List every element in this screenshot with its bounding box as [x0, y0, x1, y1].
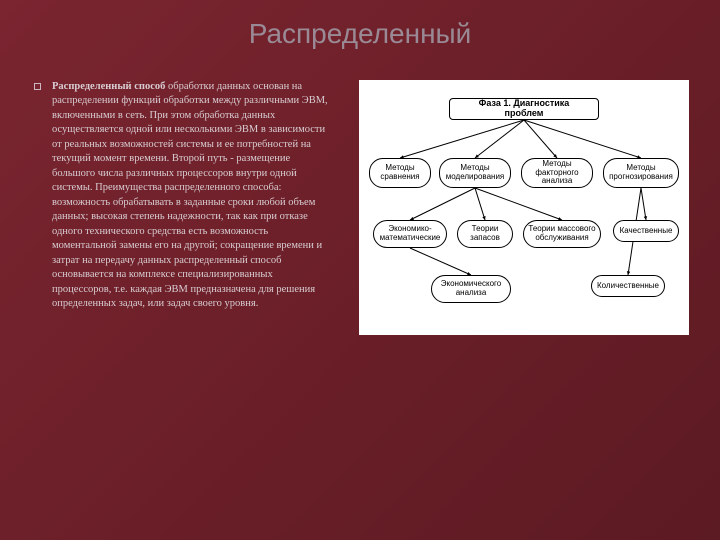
diagram-node-n2: Методы моделирования: [439, 158, 511, 188]
diagram-node-n211: Экономического анализа: [431, 275, 511, 303]
body-rest: обработки данных основан на распределени…: [52, 81, 328, 309]
content-row: Распределенный способ обработки данных о…: [0, 50, 720, 355]
diagram-node-n22: Теории запасов: [457, 220, 513, 248]
diagram-node-n1: Методы сравнения: [369, 158, 431, 188]
body-lead-bold: Распределенный способ: [52, 81, 165, 92]
diagram-node-n42: Количественные: [591, 275, 665, 297]
diagram-node-n3: Методы факторного анализа: [521, 158, 593, 188]
slide-title: Распределенный: [0, 0, 720, 50]
bullet-square-icon: [34, 83, 41, 90]
diagram-node-n21: Экономико-математические: [373, 220, 447, 248]
body-text-column: Распределенный способ обработки данных о…: [30, 80, 330, 335]
diagram-node-n41: Качественные: [613, 220, 679, 242]
diagram-node-n23: Теории массового обслуживания: [523, 220, 601, 248]
body-paragraph: Распределенный способ обработки данных о…: [52, 80, 330, 312]
diagram-node-root: Фаза 1. Диагностика проблем: [449, 98, 599, 120]
diagnostic-diagram: Фаза 1. Диагностика проблем Методы сравне…: [359, 80, 689, 335]
diagram-node-n4: Методы прогнозирования: [603, 158, 679, 188]
diagram-column: Фаза 1. Диагностика проблем Методы сравне…: [348, 80, 700, 335]
